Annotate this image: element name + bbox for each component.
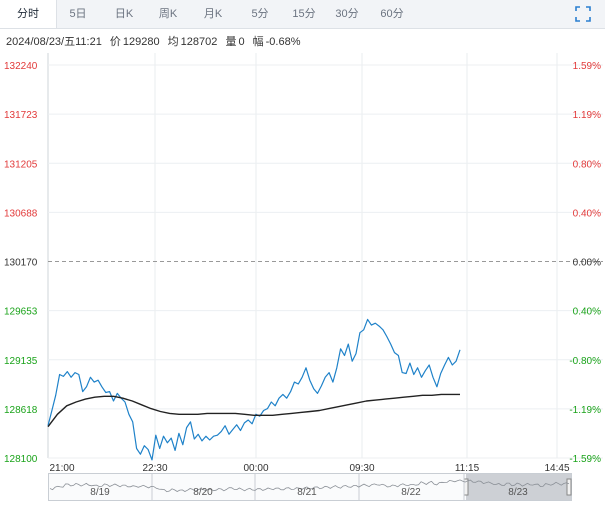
y-tick-label: 130170 xyxy=(4,258,38,269)
navigator-date-label: 8/23 xyxy=(508,487,528,498)
y-tick-label: 130688 xyxy=(4,208,38,219)
tab-monthly-k[interactable]: 月K xyxy=(203,8,223,20)
quote-datetime: 2024/08/23/五11:21 xyxy=(6,36,102,48)
x-tick-label: 22:30 xyxy=(142,463,167,473)
fullscreen-icon[interactable] xyxy=(575,6,591,22)
volume-value: 0 xyxy=(238,36,245,48)
period-tab-bar: 分时 5日 日K 周K 月K 5分 15分 30分 60分 xyxy=(0,0,605,29)
tab-5-day[interactable]: 5日 xyxy=(69,8,87,20)
tab-intraday[interactable]: 分时 xyxy=(0,0,57,28)
y-tick-label-pct: 0.40% xyxy=(573,208,601,219)
navigator-date-label: 8/21 xyxy=(297,487,317,498)
navigator-date-label: 8/22 xyxy=(401,487,421,498)
y-tick-label: 129135 xyxy=(4,356,38,367)
y-tick-label-pct: -1.19% xyxy=(569,405,601,416)
x-tick-label: 11:15 xyxy=(455,463,480,473)
tab-30-min[interactable]: 30分 xyxy=(335,8,359,20)
y-tick-label: 131723 xyxy=(4,110,38,121)
range-navigator[interactable]: 8/19 8/20 8/21 8/22 8/23 xyxy=(48,473,572,501)
volume-label: 量 xyxy=(225,36,237,48)
y-tick-label: 128618 xyxy=(4,405,38,416)
y-tick-label-pct: 1.59% xyxy=(573,61,601,72)
x-tick-label: 14:45 xyxy=(544,463,569,473)
y-tick-label: 131205 xyxy=(4,159,38,170)
navigator-date-label: 8/20 xyxy=(193,487,213,498)
avg-value: 128702 xyxy=(180,36,218,48)
tab-5-min[interactable]: 5分 xyxy=(251,8,269,20)
y-tick-label: 129653 xyxy=(4,307,38,318)
change-label: 幅 xyxy=(252,36,264,48)
y-tick-label-pct: 1.19% xyxy=(573,110,601,121)
price-label: 价 xyxy=(109,36,121,48)
navigator-selected-range[interactable] xyxy=(466,474,571,500)
x-tick-label: 00:00 xyxy=(243,463,268,473)
y-tick-label: 128100 xyxy=(4,454,38,465)
price-line xyxy=(47,318,461,461)
intraday-chart: 132240 1.59% 131723 1.19% 131205 0.80% 130688 0… xyxy=(4,53,603,473)
tab-60-min[interactable]: 60分 xyxy=(380,8,404,20)
price-value: 129280 xyxy=(122,36,160,48)
y-tick-label-pct: 0.00% xyxy=(573,258,601,269)
navigator-right-handle[interactable] xyxy=(566,478,572,496)
y-tick-label-pct: -0.80% xyxy=(569,356,601,367)
tab-weekly-k[interactable]: 周K xyxy=(158,8,178,20)
tab-daily-k[interactable]: 日K xyxy=(114,8,134,20)
average-price-line xyxy=(47,393,460,428)
y-tick-label-pct: -1.59% xyxy=(569,454,601,465)
y-tick-label: 132240 xyxy=(4,61,38,72)
y-tick-label-pct: 0.80% xyxy=(573,159,601,170)
x-tick-label: 21:00 xyxy=(49,463,74,473)
x-tick-label: 09:30 xyxy=(349,463,374,473)
tab-15-min[interactable]: 15分 xyxy=(292,8,316,20)
navigator-date-label: 8/19 xyxy=(90,487,110,498)
avg-label: 均 xyxy=(167,36,179,48)
y-tick-label-pct: 0.40% xyxy=(573,307,601,318)
change-value: -0.68% xyxy=(265,36,301,48)
navigator-overview-line xyxy=(49,479,570,493)
